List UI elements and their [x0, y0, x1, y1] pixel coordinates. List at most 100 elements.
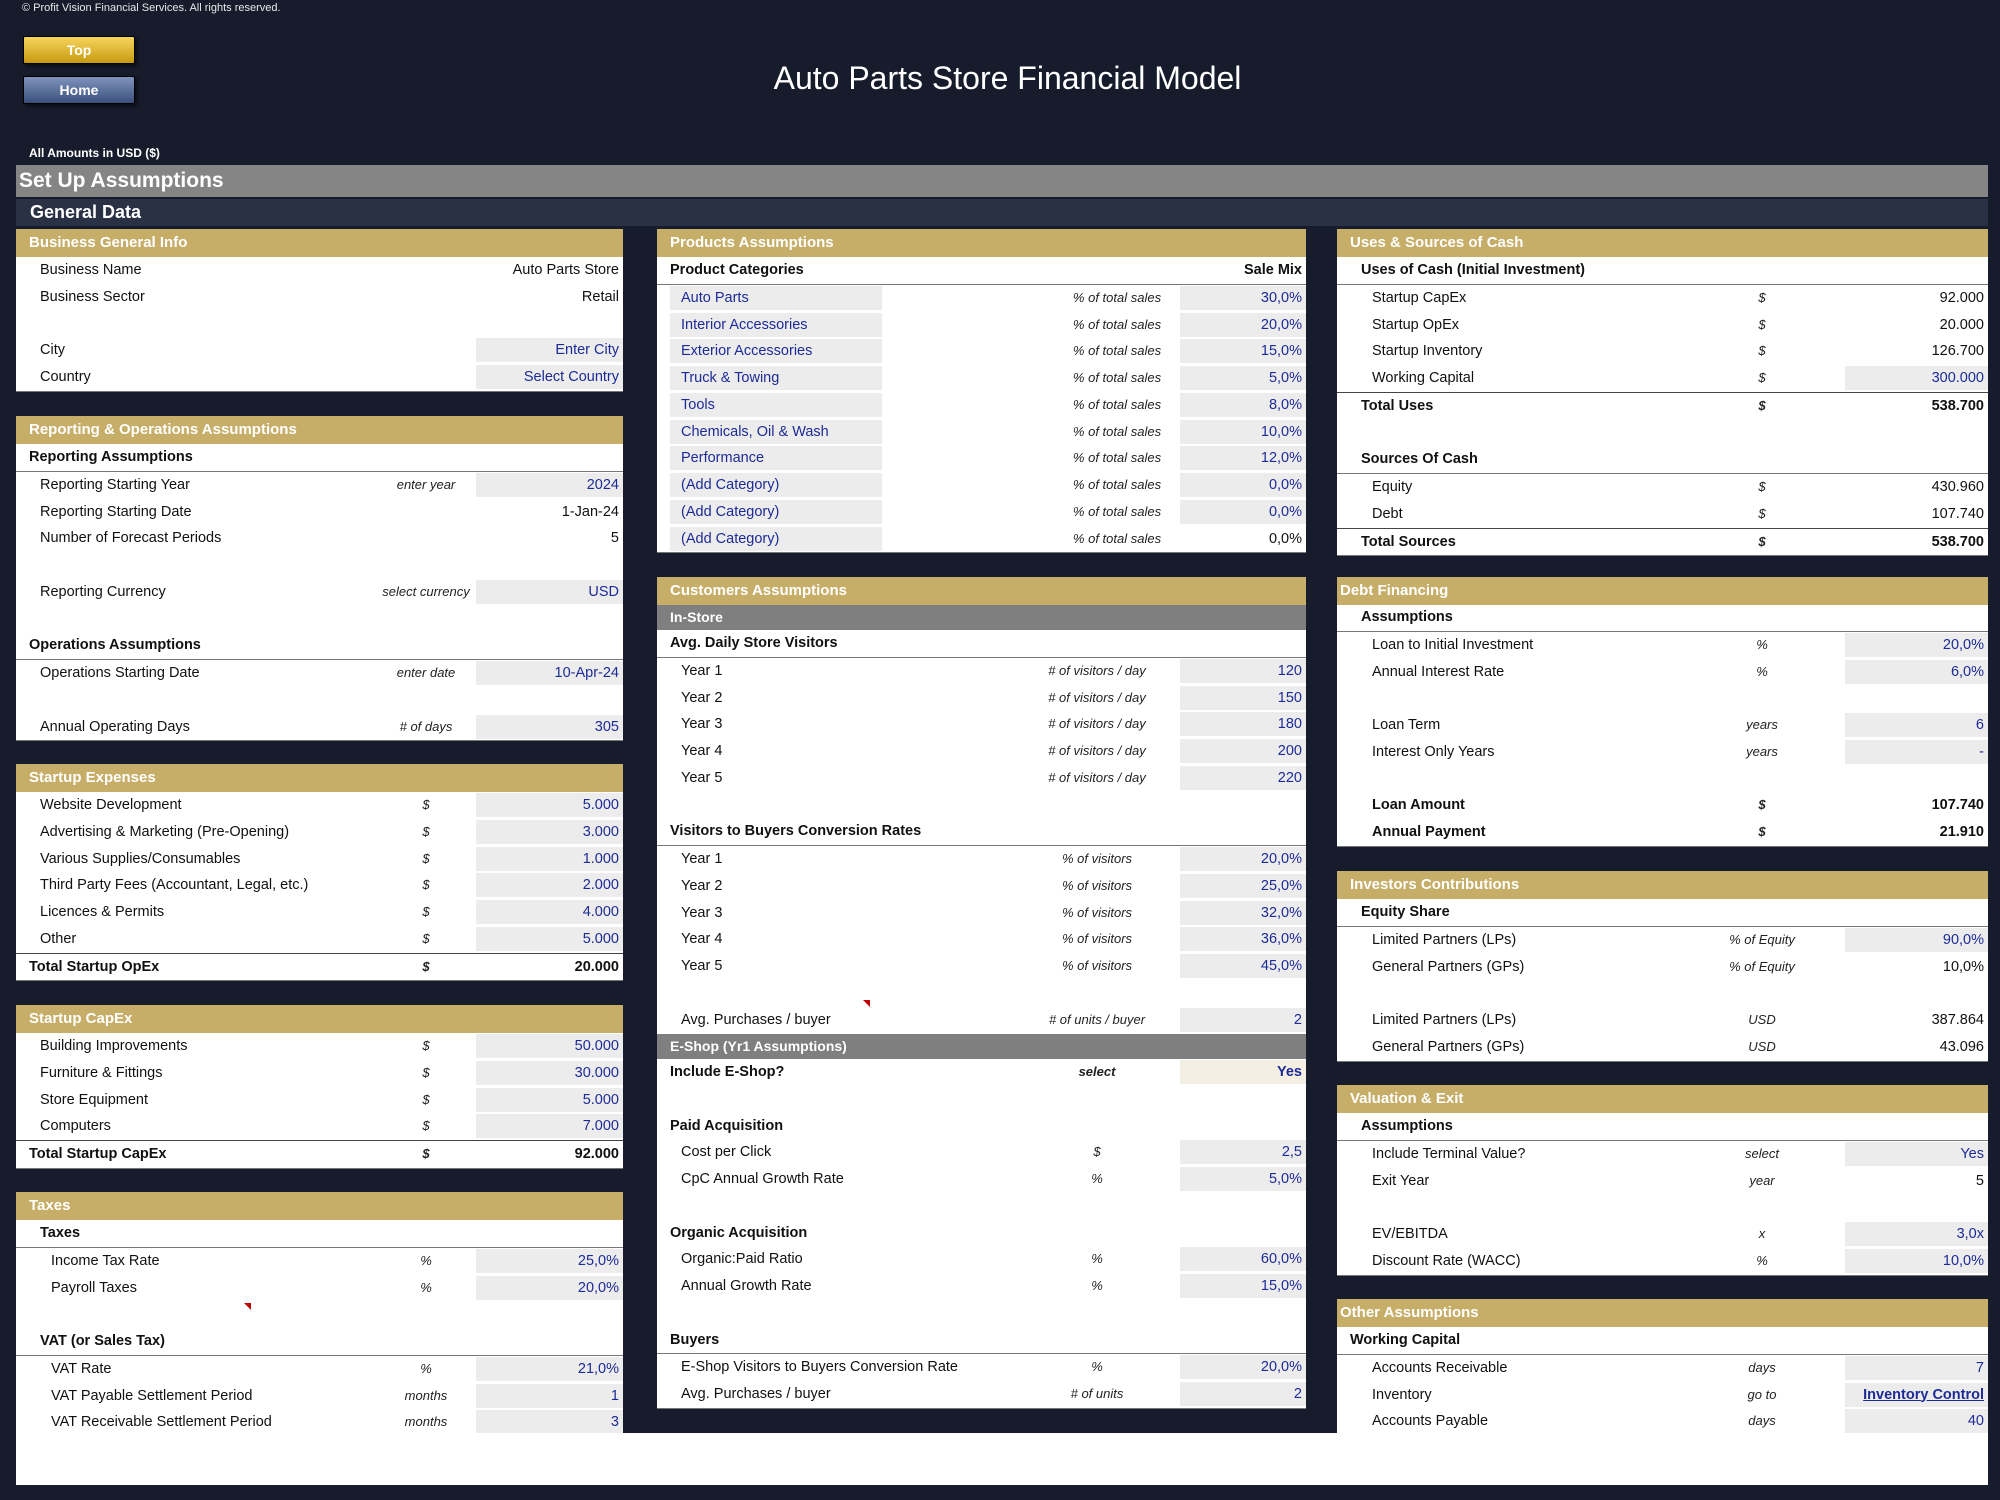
- include-eshop-select[interactable]: Yes: [1180, 1060, 1306, 1084]
- category-input[interactable]: (Add Category): [670, 473, 882, 497]
- unit-label: $: [1758, 343, 1766, 359]
- capex-input[interactable]: 50.000: [476, 1034, 623, 1058]
- sale-mix-input[interactable]: 12,0%: [1180, 446, 1306, 471]
- row-label: Year 4: [681, 931, 723, 948]
- capex-input[interactable]: 5.000: [476, 1087, 623, 1112]
- working-capital-input[interactable]: 300.000: [1845, 366, 1988, 390]
- sale-mix-input[interactable]: 30,0%: [1180, 285, 1306, 310]
- vat-rate-input[interactable]: 21,0%: [476, 1356, 623, 1381]
- row-label: Accounts Payable: [1372, 1413, 1489, 1430]
- total-opex-value: 20.000: [574, 958, 619, 975]
- sale-mix-input[interactable]: 20,0%: [1180, 312, 1306, 337]
- category-input[interactable]: Chemicals, Oil & Wash: [670, 419, 882, 444]
- category-input[interactable]: Truck & Towing: [670, 366, 882, 390]
- visitors-input[interactable]: 150: [1180, 685, 1306, 710]
- currency-select[interactable]: USD: [476, 579, 623, 604]
- sale-mix-input[interactable]: 0,0%: [1180, 499, 1306, 524]
- sale-mix-input[interactable]: 10,0%: [1180, 419, 1306, 444]
- category-input[interactable]: Exterior Accessories: [670, 339, 882, 364]
- visitors-input[interactable]: 200: [1180, 739, 1306, 763]
- unit-label: % of total sales: [1072, 423, 1162, 439]
- sale-mix-input[interactable]: 15,0%: [1180, 339, 1306, 364]
- operating-days-input[interactable]: 305: [476, 714, 623, 739]
- conversion-input[interactable]: 45,0%: [1180, 954, 1306, 978]
- business-name-value[interactable]: Auto Parts Store: [512, 262, 619, 278]
- eshop-purchases-input[interactable]: 2: [1180, 1382, 1306, 1406]
- expense-input[interactable]: 3.000: [476, 819, 623, 844]
- organic-growth-input[interactable]: 15,0%: [1180, 1274, 1306, 1298]
- lp-share-input[interactable]: 90,0%: [1845, 927, 1988, 952]
- unit-label: $: [1758, 289, 1766, 305]
- ev-ebitda-input[interactable]: 3,0x: [1845, 1222, 1988, 1246]
- capex-input[interactable]: 30.000: [476, 1060, 623, 1085]
- sub-heading: Organic Acquisition: [670, 1224, 808, 1241]
- capex-input[interactable]: 7.000: [476, 1114, 623, 1139]
- visitors-input[interactable]: 120: [1180, 658, 1306, 683]
- conversion-input[interactable]: 36,0%: [1180, 927, 1306, 952]
- loan-ratio-input[interactable]: 20,0%: [1845, 632, 1988, 657]
- wacc-input[interactable]: 10,0%: [1845, 1248, 1988, 1273]
- top-button[interactable]: Top: [23, 36, 135, 64]
- payable-days-input[interactable]: 40: [1845, 1409, 1988, 1434]
- organic-ratio-input[interactable]: 60,0%: [1180, 1247, 1306, 1272]
- expense-input[interactable]: 4.000: [476, 900, 623, 924]
- interest-only-input[interactable]: -: [1845, 739, 1988, 764]
- lp-amount-value: 387.864: [1931, 1012, 1984, 1028]
- conversion-input[interactable]: 25,0%: [1180, 873, 1306, 898]
- sale-mix-input[interactable]: 5,0%: [1180, 366, 1306, 390]
- conversion-input[interactable]: 20,0%: [1180, 847, 1306, 871]
- sale-mix-value: 0,0%: [1268, 530, 1302, 547]
- row-label: Payroll Taxes: [51, 1279, 137, 1296]
- visitors-input[interactable]: 220: [1180, 765, 1306, 790]
- country-select[interactable]: Select Country: [476, 365, 623, 389]
- row-label: Startup CapEx: [1372, 289, 1467, 306]
- vat-payable-input[interactable]: 1: [476, 1383, 623, 1408]
- panel-header: Startup Expenses: [16, 764, 623, 792]
- row-label: Reporting Starting Date: [40, 503, 192, 520]
- unit-label: %: [420, 1279, 432, 1295]
- expense-input[interactable]: 5.000: [476, 793, 623, 817]
- unit-label: $: [422, 1064, 430, 1080]
- unit-label: % of visitors: [1061, 958, 1133, 973]
- expense-input[interactable]: 1.000: [476, 846, 623, 871]
- row-label: Furniture & Fittings: [40, 1064, 163, 1081]
- expense-input[interactable]: 2.000: [476, 873, 623, 898]
- category-input[interactable]: Interior Accessories: [670, 312, 882, 337]
- row-label: Income Tax Rate: [51, 1252, 160, 1269]
- conversion-input[interactable]: 32,0%: [1180, 900, 1306, 925]
- category-input[interactable]: (Add Category): [670, 499, 882, 524]
- starting-year-input[interactable]: 2024: [476, 472, 623, 497]
- sale-mix-input[interactable]: 0,0%: [1180, 473, 1306, 497]
- expense-input[interactable]: 5.000: [476, 926, 623, 951]
- col-header-sale-mix: Sale Mix: [1243, 262, 1302, 278]
- category-input[interactable]: (Add Category): [670, 526, 882, 551]
- visitors-input[interactable]: 180: [1180, 712, 1306, 737]
- comment-flag-icon[interactable]: [244, 1303, 251, 1311]
- category-input[interactable]: Performance: [670, 446, 882, 471]
- unit-label: $: [1758, 397, 1766, 413]
- gp-amount-value: 43.096: [1939, 1038, 1984, 1055]
- eshop-conversion-input[interactable]: 20,0%: [1180, 1355, 1306, 1380]
- category-input[interactable]: Auto Parts: [670, 285, 882, 310]
- inventory-control-link[interactable]: Inventory Control: [1845, 1382, 1988, 1407]
- unit-label: years: [1746, 743, 1778, 759]
- comment-flag-icon[interactable]: [863, 999, 870, 1007]
- cpc-growth-input[interactable]: 5,0%: [1180, 1167, 1306, 1191]
- terminal-value-select[interactable]: Yes: [1845, 1141, 1988, 1166]
- cpc-input[interactable]: 2,5: [1180, 1140, 1306, 1165]
- category-input[interactable]: Tools: [670, 392, 882, 417]
- receivable-days-input[interactable]: 7: [1845, 1355, 1988, 1380]
- loan-term-input[interactable]: 6: [1845, 713, 1988, 737]
- home-button[interactable]: Home: [23, 76, 135, 104]
- purchases-input[interactable]: 2: [1180, 1007, 1306, 1032]
- interest-rate-input[interactable]: 6,0%: [1845, 659, 1988, 684]
- payroll-tax-input[interactable]: 20,0%: [476, 1275, 623, 1300]
- unit-label: %: [1756, 1252, 1768, 1268]
- sale-mix-input[interactable]: 8,0%: [1180, 392, 1306, 417]
- business-sector-value[interactable]: Retail: [581, 288, 619, 305]
- operations-date-input[interactable]: 10-Apr-24: [476, 661, 623, 685]
- vat-receivable-input[interactable]: 3: [476, 1410, 623, 1435]
- income-tax-input[interactable]: 25,0%: [476, 1248, 623, 1273]
- city-input[interactable]: Enter City: [476, 338, 623, 363]
- unit-label: % of total sales: [1072, 530, 1162, 546]
